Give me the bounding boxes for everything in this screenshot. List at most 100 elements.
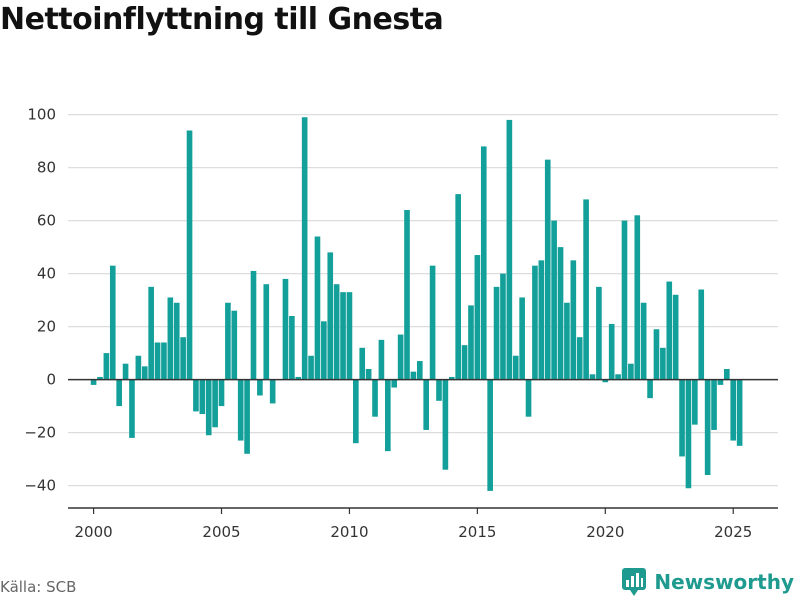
chart-title: Nettoinflyttning till Gnesta <box>0 2 444 37</box>
y-tick-label: 20 <box>37 318 56 336</box>
bar <box>564 302 570 380</box>
source-label: Källa: SCB <box>0 578 77 596</box>
bar <box>161 342 167 380</box>
bar <box>314 236 321 380</box>
bar <box>576 337 583 380</box>
bar <box>237 379 244 441</box>
bar <box>704 379 711 475</box>
bar <box>372 379 378 417</box>
bar <box>640 302 647 380</box>
bar <box>321 321 327 380</box>
x-tick-label: 2015 <box>458 523 496 541</box>
bar <box>557 247 564 380</box>
bar <box>455 194 461 380</box>
bar <box>448 376 455 380</box>
bar <box>397 334 404 380</box>
bar <box>212 379 218 428</box>
bar <box>333 284 340 380</box>
bar <box>218 379 225 407</box>
brand-name: Newsworthy <box>654 570 794 594</box>
newsworthy-logo-icon <box>622 568 647 596</box>
bar <box>666 281 673 380</box>
bar <box>186 130 193 380</box>
bar <box>154 342 161 380</box>
bar <box>538 260 545 380</box>
y-tick-label: −40 <box>24 477 56 495</box>
brand-logo[interactable]: Newsworthy <box>622 568 794 596</box>
bar <box>525 379 532 417</box>
bar <box>250 270 257 380</box>
bar <box>685 379 692 489</box>
bar <box>442 379 449 470</box>
bar <box>660 347 666 380</box>
bar <box>474 255 481 380</box>
bar <box>199 379 206 415</box>
x-tick-label: 2010 <box>330 523 368 541</box>
bar <box>461 345 468 380</box>
bar <box>173 302 180 380</box>
bar <box>416 361 423 380</box>
bar <box>608 323 615 380</box>
bar <box>487 379 493 491</box>
bar <box>602 379 609 383</box>
bar <box>711 379 717 430</box>
bar <box>500 273 506 380</box>
bar <box>551 220 557 380</box>
bar <box>141 366 148 380</box>
bar <box>589 374 596 380</box>
x-tick-label: 2020 <box>586 523 624 541</box>
bar <box>129 379 135 438</box>
y-tick-label: 100 <box>27 106 56 124</box>
y-axis-tick-labels: −40 −20 0 20 40 60 80 100 <box>24 106 56 495</box>
bar <box>289 316 295 380</box>
bar <box>621 220 628 380</box>
bar <box>423 379 430 430</box>
bar <box>308 355 314 380</box>
bar <box>205 379 212 436</box>
bar <box>167 297 174 380</box>
bar <box>257 379 263 396</box>
bar <box>180 337 186 380</box>
bar <box>596 286 602 380</box>
bar <box>353 379 359 444</box>
bar <box>647 379 653 399</box>
bar <box>736 379 743 446</box>
x-tick-label: 2000 <box>74 523 112 541</box>
bar <box>263 284 270 380</box>
bar <box>628 363 634 380</box>
bar <box>653 329 660 380</box>
bar <box>269 379 276 404</box>
bar <box>135 355 142 380</box>
bar <box>90 379 97 385</box>
bar <box>327 252 334 380</box>
bar <box>672 294 679 380</box>
bar <box>122 363 129 380</box>
bar <box>570 260 577 380</box>
bar <box>97 376 103 380</box>
bar <box>429 265 436 380</box>
bar <box>148 286 154 380</box>
bar <box>385 379 391 452</box>
bar <box>231 310 238 380</box>
y-tick-label: −20 <box>24 424 56 442</box>
x-tick-label: 2025 <box>714 523 752 541</box>
bar <box>365 369 372 380</box>
bar <box>103 353 110 380</box>
bar <box>391 379 398 388</box>
bar <box>698 289 705 380</box>
bar <box>506 119 513 380</box>
bar <box>436 379 442 401</box>
gridlines <box>68 113 778 487</box>
bar <box>730 379 737 441</box>
y-tick-label: 40 <box>37 265 56 283</box>
bar <box>109 265 116 380</box>
bar <box>634 215 641 380</box>
bar <box>679 379 685 457</box>
bar <box>301 117 308 380</box>
bar <box>116 379 122 407</box>
bar <box>480 146 487 380</box>
bar <box>346 292 353 380</box>
x-axis-tick-labels: 2000 2005 2010 2015 2020 2025 <box>74 508 752 541</box>
axes <box>68 378 778 509</box>
